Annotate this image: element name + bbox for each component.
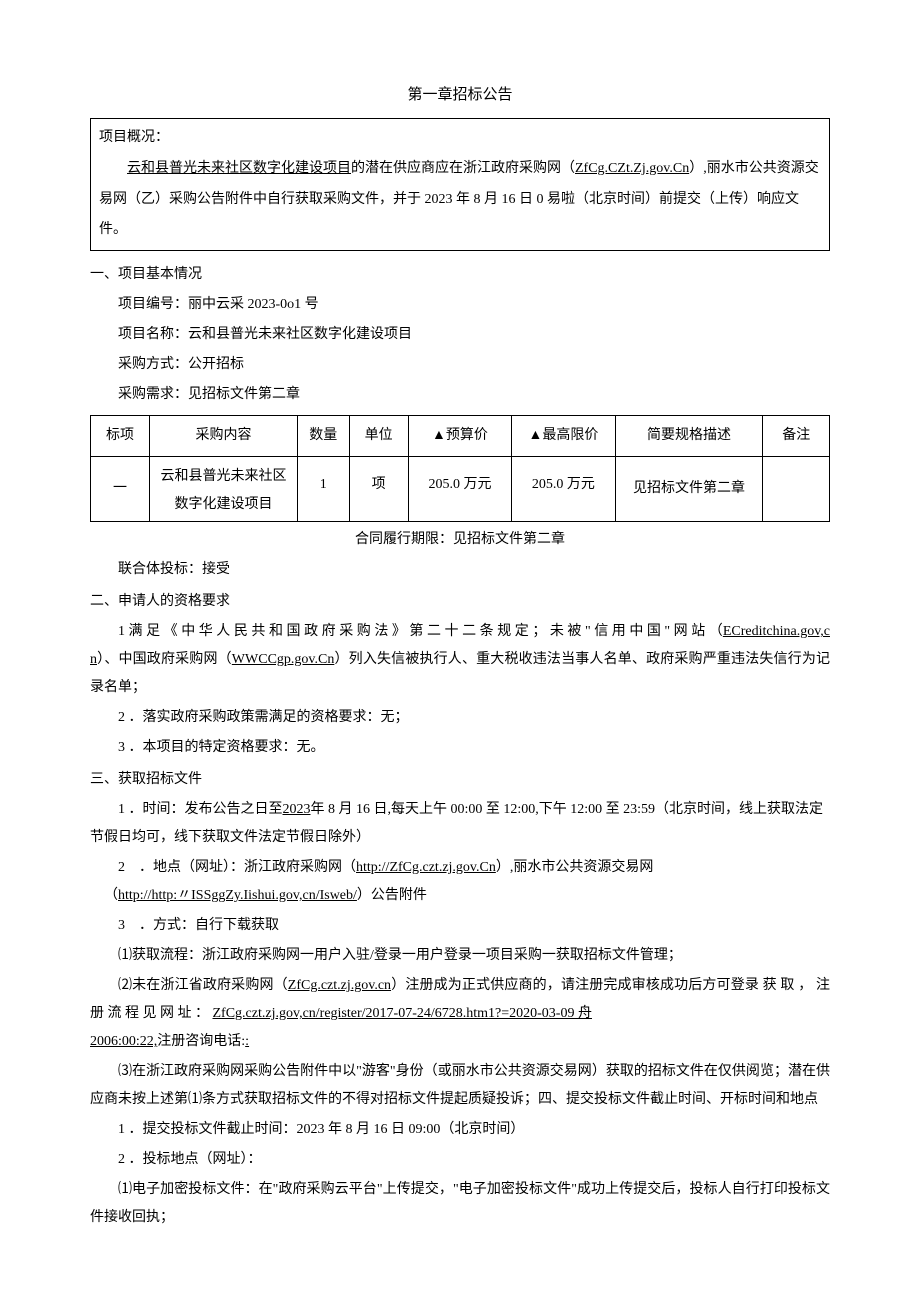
- project-code-value: 丽中云采 2023-0o1 号: [188, 297, 319, 312]
- td-content: 云和县普光未来社区数字化建设项目: [150, 457, 298, 522]
- joint-bid: 联合体投标：接受: [90, 556, 830, 584]
- s4-sub1: ⑴电子加密投标文件：在"政府采购云平台"上传提交，"电子加密投标文件"成功上传提…: [90, 1176, 830, 1232]
- s4-item2: 2 ．投标地点（网址）：: [90, 1146, 830, 1174]
- procurement-demand-label: 采购需求：: [118, 387, 188, 402]
- s4-item1: 1 ．提交投标文件截止时间：2023 年 8 月 16 日 09:00（北京时间…: [90, 1116, 830, 1144]
- s3-item3: 3 ．方式：自行下载获取: [90, 912, 830, 940]
- s3-sub2-colon: :: [245, 1034, 249, 1049]
- s2-item1: 1 满 足 《 中 华 人 民 共 和 国 政 府 采 购 法 》 第 二 十 …: [90, 618, 830, 702]
- th-qty: 数量: [297, 416, 349, 457]
- s3-item2-c: （: [104, 888, 118, 903]
- s3-item1-a: 1 ．时间：发布公告之日至: [118, 802, 283, 817]
- td-budget: 205.0 万元: [408, 457, 511, 522]
- procurement-method-label: 采购方式：: [118, 357, 188, 372]
- td-unit: 项: [349, 457, 408, 522]
- procurement-table: 标项 采购内容 数量 单位 ▲预算价 ▲最高限价 简要规格描述 备注 一 云和县…: [90, 415, 830, 522]
- td-item: 一: [91, 457, 150, 522]
- s3-item2-d: ）公告附件: [357, 888, 427, 903]
- th-content: 采购内容: [150, 416, 298, 457]
- section3-heading: 三、获取招标文件: [90, 766, 830, 794]
- overview-label: 项目概况：: [99, 123, 821, 154]
- project-name-line: 项目名称：云和县普光未来社区数字化建设项目: [90, 321, 830, 349]
- procurement-method: 采购方式：公开招标: [90, 351, 830, 379]
- overview-text-1: 的潜在供应商应在浙江政府采购网（: [351, 161, 575, 176]
- procurement-method-value: 公开招标: [188, 357, 244, 372]
- s3-item2: 2 ．地点（网址）：浙江政府采购网（http://ZfCg.czt.zj.gov…: [90, 854, 830, 882]
- s3-url2: http://http:〃ISSggZy.Iishui.gov,cn/Isweb…: [118, 888, 357, 903]
- th-unit: 单位: [349, 416, 408, 457]
- th-item: 标项: [91, 416, 150, 457]
- s3-sub2-c: 注册咨询电话:: [157, 1034, 245, 1049]
- s3-sub2-url2: ZfCg.czt.zj.gov,cn/register/2017-07-24/6…: [213, 1006, 592, 1021]
- s2-item2: 2 ．落实政府采购政策需满足的资格要求：无；: [90, 704, 830, 732]
- chapter-title: 第一章招标公告: [90, 80, 830, 110]
- procurement-demand-value: 见招标文件第二章: [188, 387, 300, 402]
- th-spec: 简要规格描述: [615, 416, 763, 457]
- s3-sub2: ⑵未在浙江省政府采购网（ZfCg.czt.zj.gov.cn）注册成为正式供应商…: [90, 972, 830, 1028]
- s3-item2-line2: （http://http:〃ISSggZy.Iishui.gov,cn/Iswe…: [90, 882, 830, 910]
- table-row: 一 云和县普光未来社区数字化建设项目 1 项 205.0 万元 205.0 万元…: [91, 457, 830, 522]
- project-code-label: 项目编号：: [118, 297, 188, 312]
- s2-url2: WWCCgp.gov.Cn: [232, 652, 335, 667]
- s3-item2-b: ）,丽水市公共资源交易网: [496, 860, 654, 875]
- td-spec: 见招标文件第二章: [615, 457, 763, 522]
- section1-heading: 一、项目基本情况: [90, 261, 830, 289]
- s3-item1: 1 ．时间：发布公告之日至2023年 8 月 16 日,每天上午 00:00 至…: [90, 796, 830, 852]
- s3-item2-a: 2 ．地点（网址）：浙江政府采购网（: [118, 860, 356, 875]
- s3-sub2-url3: 2006:00:22,: [90, 1034, 157, 1049]
- s2-item1-b: ）、中国政府采购网（: [97, 652, 232, 667]
- overview-box: 项目概况： 云和县普光未来社区数字化建设项目的潜在供应商应在浙江政府采购网（Zf…: [90, 118, 830, 251]
- s3-sub3: ⑶在浙江政府采购网采购公告附件中以"游客"身份（或丽水市公共资源交易网）获取的招…: [90, 1058, 830, 1114]
- s2-item1-a: 1 满 足 《 中 华 人 民 共 和 国 政 府 采 购 法 》 第 二 十 …: [118, 624, 723, 639]
- overview-url-1: ZfCg.CZt.Zj.gov.Cn: [575, 161, 689, 176]
- td-ceiling: 205.0 万元: [512, 457, 615, 522]
- th-ceiling: ▲最高限价: [512, 416, 615, 457]
- s2-item3: 3 ．本项目的特定资格要求：无。: [90, 734, 830, 762]
- th-budget: ▲预算价: [408, 416, 511, 457]
- procurement-demand: 采购需求：见招标文件第二章: [90, 381, 830, 409]
- th-remark: 备注: [763, 416, 830, 457]
- project-code: 项目编号：丽中云采 2023-0o1 号: [90, 291, 830, 319]
- s3-url1: http://ZfCg.czt.zj.gov.Cn: [356, 860, 496, 875]
- project-name-value: 云和县普光未来社区数字化建设项目: [188, 327, 412, 342]
- project-name-label: 项目名称：: [118, 327, 188, 342]
- project-name: 云和县普光未来社区数字化建设项目: [127, 161, 351, 176]
- s3-sub2-url1: ZfCg.czt.zj.gov.cn: [288, 978, 391, 993]
- s3-year: 2023: [283, 802, 311, 817]
- table-header-row: 标项 采购内容 数量 单位 ▲预算价 ▲最高限价 简要规格描述 备注: [91, 416, 830, 457]
- td-qty: 1: [297, 457, 349, 522]
- s3-sub2-line2: 2006:00:22,注册咨询电话::: [90, 1028, 830, 1056]
- overview-text: 云和县普光未来社区数字化建设项目的潜在供应商应在浙江政府采购网（ZfCg.CZt…: [99, 154, 821, 246]
- s3-sub1: ⑴获取流程：浙江政府采购网一用户入驻/登录一用户登录一项目采购一获取招标文件管理…: [90, 942, 830, 970]
- section2-heading: 二、申请人的资格要求: [90, 588, 830, 616]
- td-remark: [763, 457, 830, 522]
- contract-period: 合同履行期限：见招标文件第二章: [90, 526, 830, 554]
- s3-sub2-a: ⑵未在浙江省政府采购网（: [118, 978, 288, 993]
